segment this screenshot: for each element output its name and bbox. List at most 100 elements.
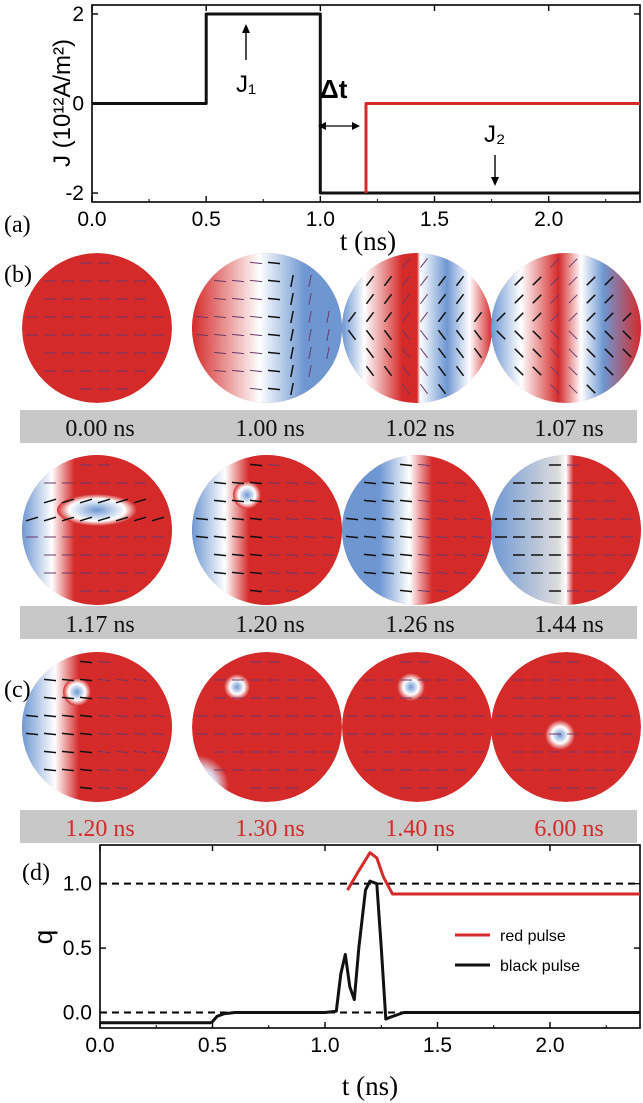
pulse-series-0 — [92, 12, 640, 195]
snapshot-time-label: 1.30 ns — [235, 816, 304, 842]
spin-arrow — [363, 499, 377, 503]
spin-arrow — [133, 678, 147, 682]
spin-arrow — [213, 351, 227, 355]
spin-arrow — [231, 499, 245, 503]
spin-arrow — [622, 348, 632, 358]
spin-arrow — [453, 535, 467, 539]
spin-arrow — [437, 275, 447, 287]
spin-arrow — [43, 732, 57, 736]
spin-arrow — [267, 351, 281, 355]
spin-arrow — [285, 499, 299, 503]
spin-arrow — [381, 517, 395, 521]
charge-xtick-label: 0.0 — [85, 1034, 114, 1057]
spin-arrow — [267, 315, 281, 319]
domain-wall — [192, 253, 342, 403]
charge-xtick-label: 2.0 — [535, 1034, 564, 1057]
spin-arrow — [231, 553, 245, 557]
spin-arrow — [417, 589, 431, 593]
spin-arrow — [532, 366, 542, 376]
spin-arrow — [453, 517, 467, 521]
snapshot-time-label: 1.20 ns — [65, 816, 134, 842]
spin-arrow — [586, 276, 596, 286]
spin-arrow — [347, 329, 357, 341]
spin-arrow — [290, 310, 294, 324]
spin-arrow — [133, 516, 147, 522]
spin-arrow — [303, 517, 317, 521]
pulse-xtick-label: 1.0 — [306, 208, 335, 231]
pulse-series-1 — [364, 102, 640, 193]
spin-arrow — [435, 571, 449, 575]
spin-arrow — [43, 516, 57, 522]
spin-arrow — [267, 589, 281, 593]
spin-arrow — [365, 293, 375, 305]
spin-arrow — [79, 678, 93, 682]
spin-arrow — [435, 517, 449, 521]
spin-arrow — [435, 481, 449, 485]
pulse-ytick-label: 2 — [72, 3, 84, 26]
vortex-core — [233, 481, 261, 509]
spin-arrow — [365, 365, 375, 377]
spin-arrow — [622, 312, 632, 322]
spin-arrow — [568, 384, 578, 394]
spin-arrow — [604, 348, 614, 358]
spin-arrow — [213, 571, 227, 575]
spin-arrow — [303, 535, 317, 539]
spin-arrow — [213, 535, 227, 539]
spin-arrow — [568, 258, 578, 268]
snapshot-time-label: 1.44 ns — [534, 612, 603, 638]
spin-arrow — [473, 347, 483, 359]
spin-arrow — [249, 499, 263, 503]
spin-arrow — [321, 517, 335, 521]
spin-arrow — [231, 535, 245, 539]
spin-arrow — [213, 553, 227, 557]
domain-wall — [491, 455, 641, 605]
spin-arrow — [604, 330, 614, 340]
spin-arrow — [514, 366, 524, 376]
spin-arrow — [326, 310, 330, 324]
spin-arrow — [604, 366, 614, 376]
spin-arrow — [249, 481, 263, 485]
spin-arrow — [97, 498, 111, 504]
snapshot-time-label: 6.00 ns — [534, 816, 603, 842]
spin-arrow — [417, 499, 431, 503]
spin-arrow — [249, 535, 263, 539]
spin-arrow — [267, 481, 281, 485]
spin-arrow — [231, 481, 245, 485]
spin-arrow — [79, 750, 93, 754]
time-bar-b1 — [20, 410, 637, 443]
spin-arrow — [365, 347, 375, 359]
snapshot-time-label: 0.00 ns — [65, 416, 134, 442]
charge-xtick-label: 1.0 — [310, 1034, 339, 1057]
spin-arrow — [453, 499, 467, 503]
spin-arrow — [437, 383, 447, 395]
charge-y-axis-label: q — [28, 930, 58, 944]
spin-arrow — [399, 553, 413, 557]
spin-arrow — [151, 516, 165, 522]
spin-arrow — [249, 553, 263, 557]
spin-arrow — [363, 553, 377, 557]
spin-arrow — [249, 351, 263, 355]
spin-arrow — [267, 333, 281, 337]
spin-arrow — [383, 293, 393, 305]
pulse-xtick-label: 0.5 — [192, 208, 221, 231]
snapshot-row-b2 — [22, 455, 641, 605]
spin-arrow — [326, 328, 330, 342]
spin-arrow — [133, 696, 147, 700]
spin-arrow — [249, 333, 263, 337]
spin-arrow — [471, 553, 485, 557]
spin-arrow — [586, 384, 596, 394]
delta-t-arrowhead-right — [352, 122, 360, 130]
spin-arrow — [363, 535, 377, 539]
spin-arrow — [399, 571, 413, 575]
spin-arrow — [363, 571, 377, 575]
spin-arrow — [115, 786, 129, 790]
spin-arrow — [550, 330, 560, 340]
spin-arrow — [568, 348, 578, 358]
spin-arrow — [97, 678, 111, 682]
spin-arrow — [151, 750, 165, 754]
spin-arrow — [568, 330, 578, 340]
spin-arrow — [267, 279, 281, 283]
pulse-xtick-label: 2.0 — [534, 208, 563, 231]
spin-arrow — [365, 275, 375, 287]
spin-arrow — [514, 312, 524, 322]
